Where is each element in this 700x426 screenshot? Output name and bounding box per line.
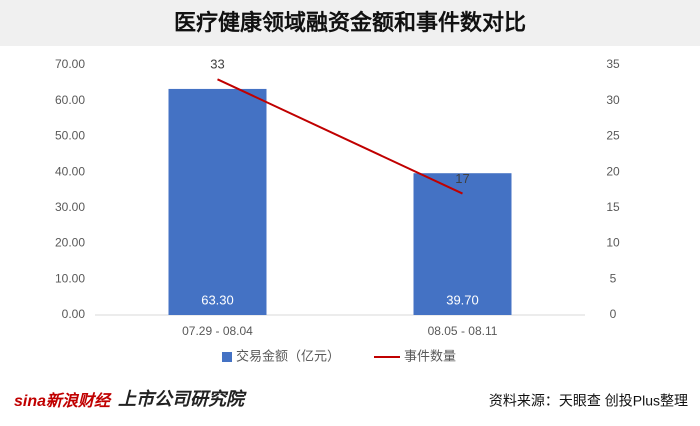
tick-label: 60.00 — [55, 93, 85, 107]
line — [217, 78, 463, 195]
tick-label: 10.00 — [55, 271, 85, 285]
tick-label: 30 — [606, 93, 620, 107]
bar — [413, 173, 512, 315]
legend-label: 事件数量 — [404, 348, 456, 363]
tick-label: 30.00 — [55, 200, 85, 214]
line-value-label: 33 — [210, 57, 224, 72]
chart-title: 医疗健康领域融资金额和事件数对比 — [174, 10, 526, 35]
title-band — [0, 0, 700, 46]
tick-label: 10 — [606, 236, 620, 250]
line-value-label: 17 — [455, 171, 469, 186]
tick-label: 20.00 — [55, 236, 85, 250]
bar-value-label: 63.30 — [201, 292, 234, 307]
x-tick-label: 07.29 - 08.04 — [182, 324, 253, 338]
x-tick-label: 08.05 - 08.11 — [428, 324, 498, 338]
legend-swatch — [222, 352, 232, 362]
legend-label: 交易金额（亿元） — [236, 348, 340, 363]
tick-label: 15 — [606, 200, 620, 214]
bar — [168, 88, 267, 315]
tick-label: 0.00 — [62, 307, 86, 321]
tick-label: 50.00 — [55, 129, 85, 143]
tick-label: 25 — [606, 129, 620, 143]
logo-sina: sina新浪财经 — [14, 392, 112, 410]
tick-label: 0 — [610, 307, 617, 321]
tick-label: 35 — [606, 57, 620, 71]
tick-label: 5 — [610, 271, 617, 285]
bar-value-label: 39.70 — [446, 292, 479, 307]
tick-label: 20 — [606, 164, 620, 178]
tick-label: 40.00 — [55, 164, 85, 178]
logo-institute: 上市公司研究院 — [118, 389, 247, 409]
source-note: 资料来源：天眼查 创投Plus整理 — [489, 393, 688, 409]
tick-label: 70.00 — [55, 57, 85, 71]
